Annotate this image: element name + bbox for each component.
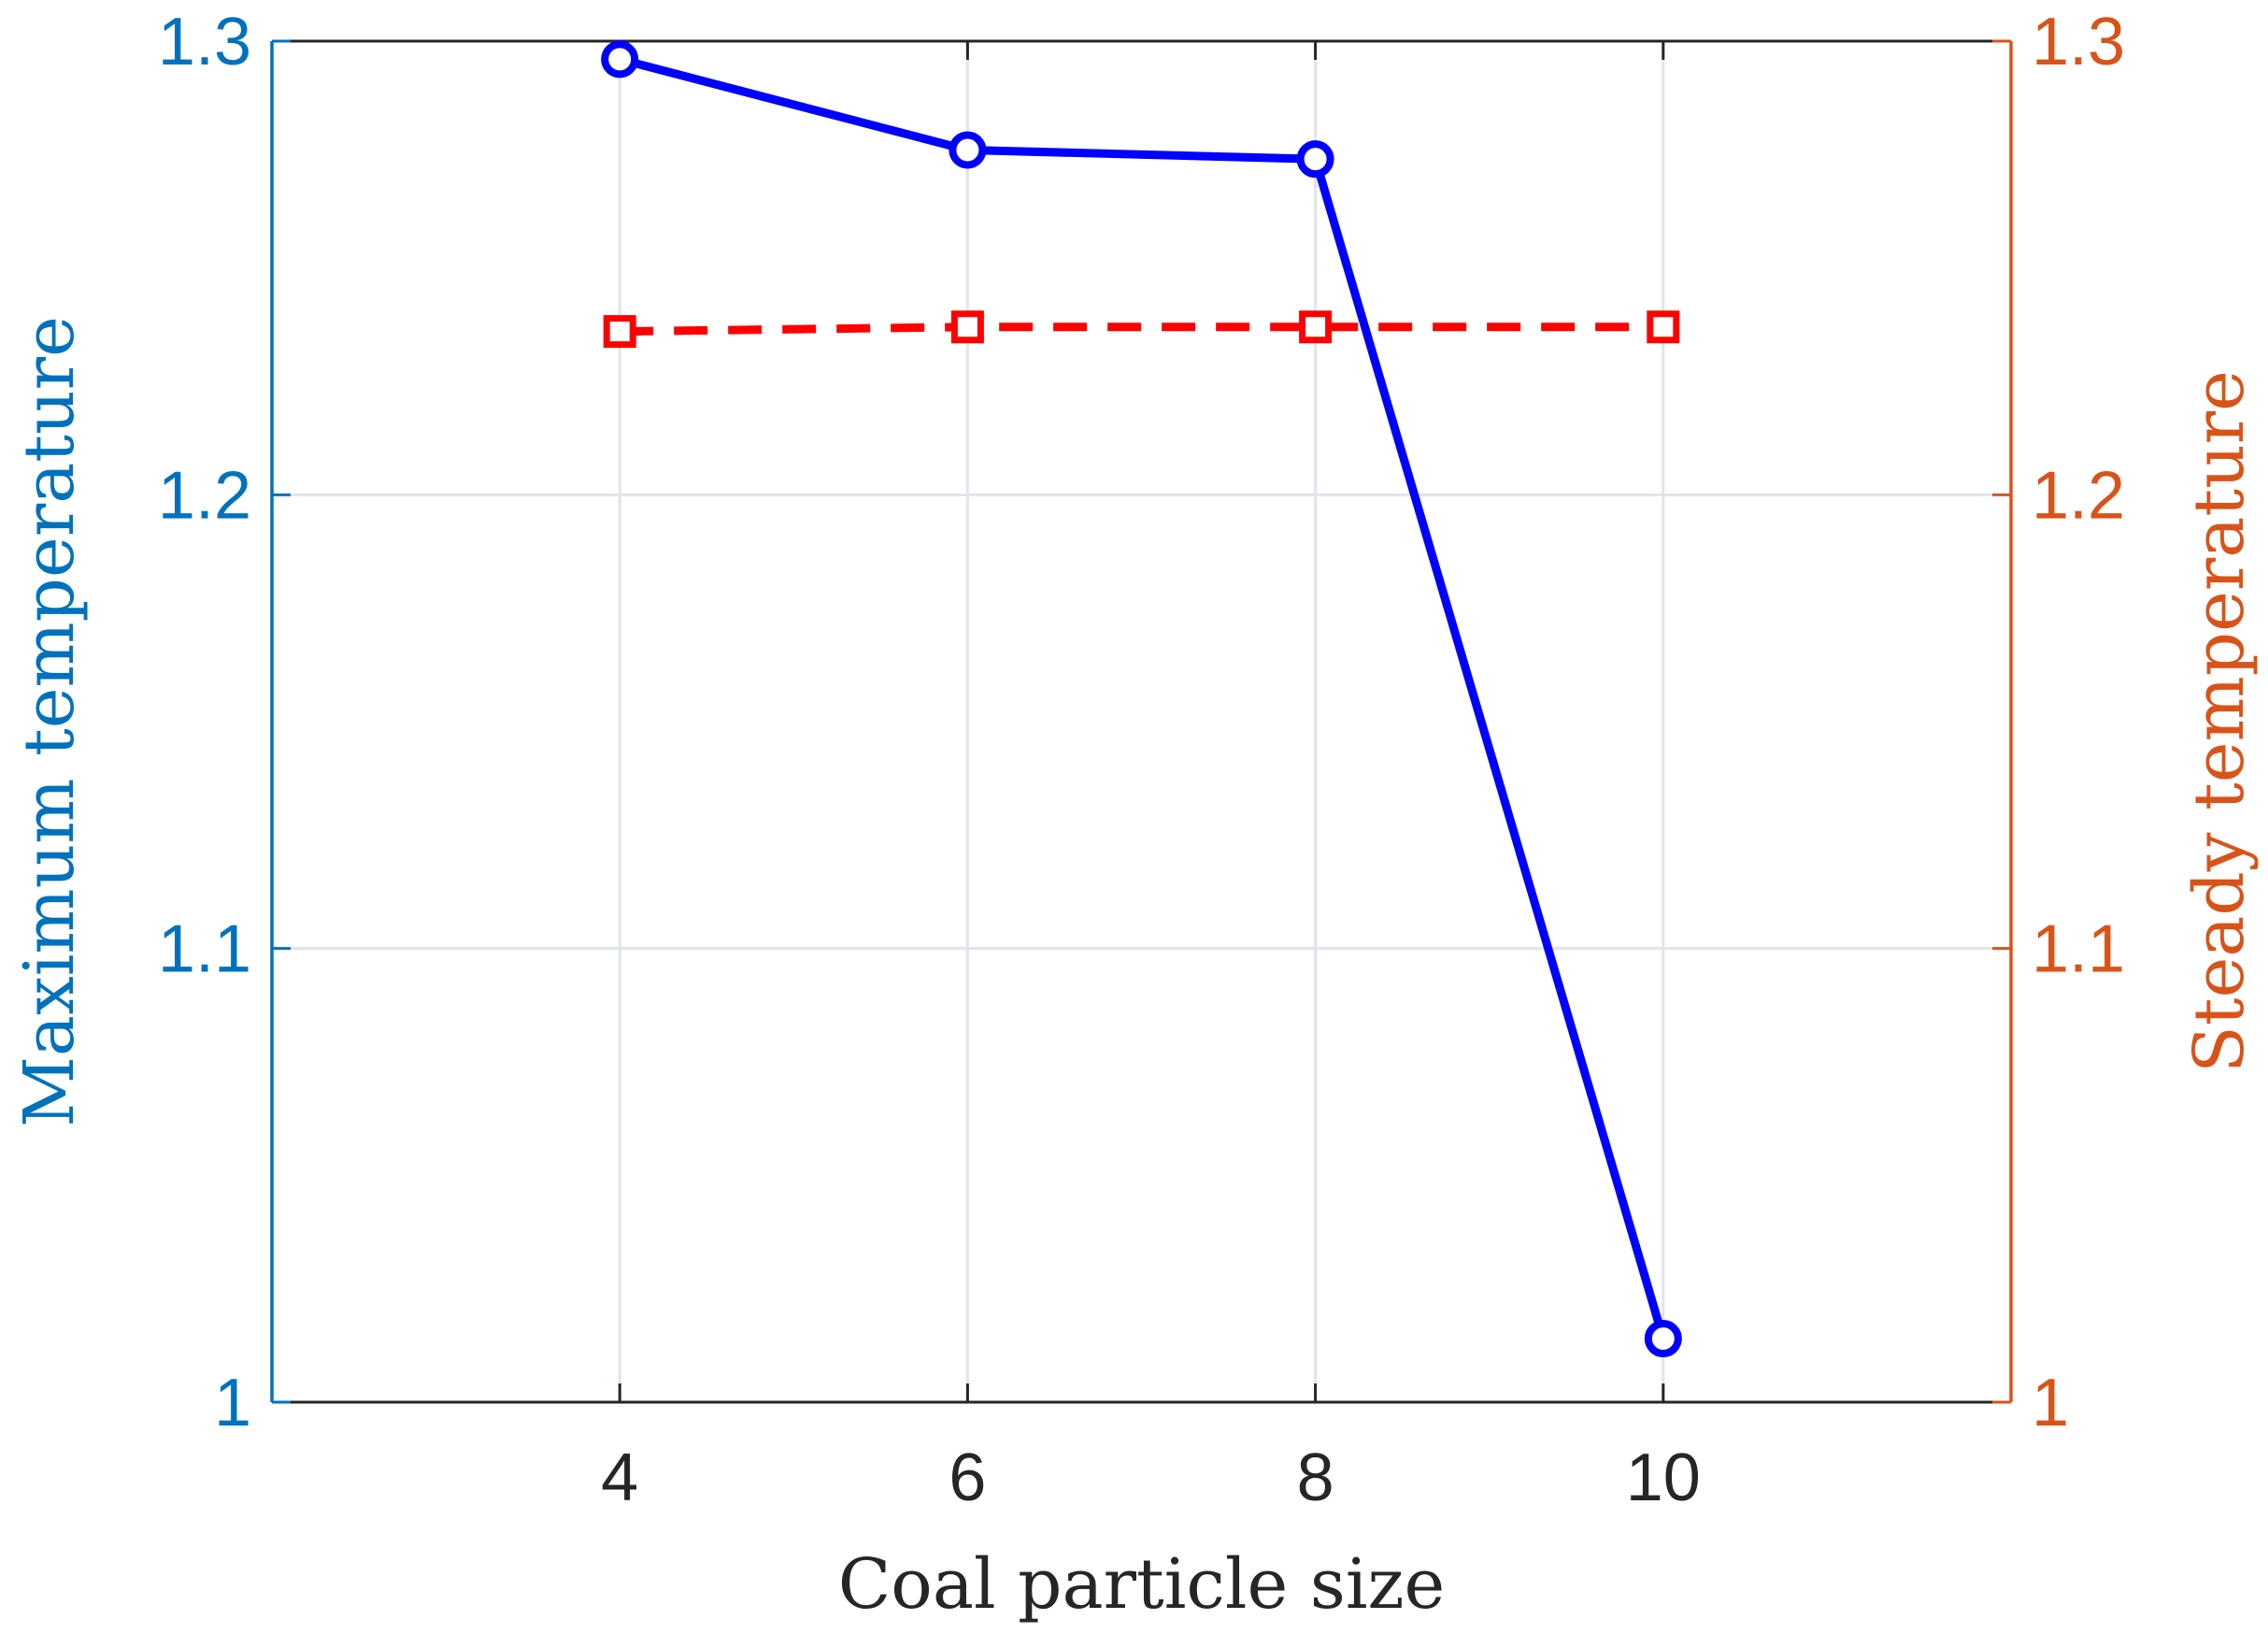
- data-point-steady-temperature-2: [1299, 310, 1333, 344]
- y-tick-label-right: 1.2: [2032, 458, 2125, 533]
- data-point-maximum-temperature-0: [601, 40, 639, 79]
- data-point-maximum-temperature-3: [1644, 1320, 1682, 1358]
- y-tick-label-right: 1.3: [2032, 5, 2125, 79]
- y-tick-label-left: 1: [214, 1366, 251, 1440]
- x-tick-label: 4: [601, 1440, 638, 1515]
- y-tick-label-left: 1.3: [158, 5, 251, 79]
- x-tick-label: 8: [1297, 1440, 1334, 1515]
- data-point-maximum-temperature-1: [949, 131, 987, 169]
- series-line-maximum-temperature: [619, 55, 1668, 1340]
- y-axis-title-left: Maximum temperature: [9, 316, 90, 1127]
- data-point-maximum-temperature-2: [1296, 140, 1334, 179]
- x-tick-label: 10: [1626, 1440, 1701, 1515]
- y-axis-title-right: Steady temperature: [2179, 370, 2260, 1073]
- series-layer: [601, 40, 1682, 1358]
- x-tick-label: 6: [949, 1440, 986, 1515]
- axis-layer: 4 6 8 10 1 1.1 1.2 1.3 1 1.1 1.2 1.3: [158, 5, 2125, 1515]
- data-point-steady-temperature-1: [950, 310, 984, 344]
- y-tick-label-right: 1.1: [2032, 912, 2125, 987]
- data-point-steady-temperature-0: [603, 315, 636, 349]
- data-point-steady-temperature-3: [1647, 310, 1680, 344]
- y-tick-label-left: 1.1: [158, 912, 251, 987]
- x-axis-title: Coal particle size: [838, 1544, 1446, 1625]
- y-tick-label-right: 1: [2032, 1366, 2069, 1440]
- label-layer: Coal particle size Maximum temperature S…: [9, 316, 2260, 1625]
- series-line-steady-temperature: [620, 322, 1663, 337]
- y-tick-label-left: 1.2: [158, 458, 251, 533]
